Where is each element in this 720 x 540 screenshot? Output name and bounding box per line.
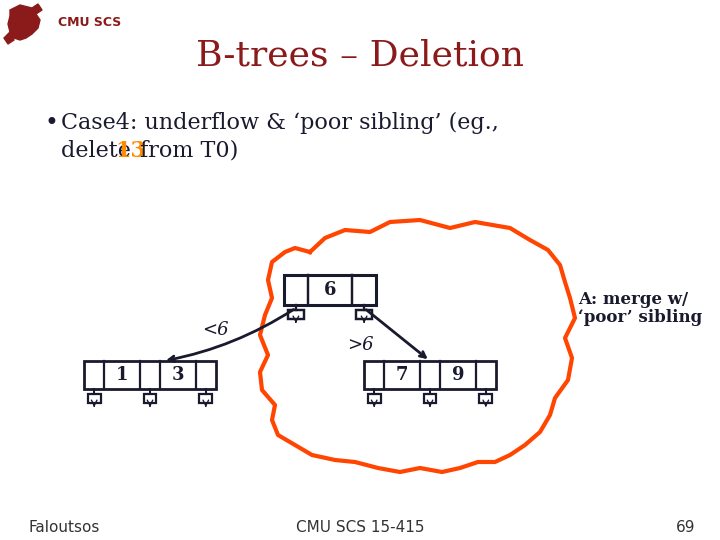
Text: 7: 7	[396, 366, 408, 384]
Text: •: •	[45, 112, 59, 135]
Text: delete: delete	[61, 140, 138, 162]
Polygon shape	[4, 32, 14, 44]
Text: 13: 13	[115, 140, 146, 162]
Text: Case4: underflow & ‘poor sibling’ (eg.,: Case4: underflow & ‘poor sibling’ (eg.,	[61, 112, 499, 134]
Text: 69: 69	[675, 521, 695, 536]
Bar	[84, 361, 216, 389]
Bar	[288, 310, 304, 319]
Text: A: merge w/: A: merge w/	[578, 292, 688, 308]
Text: 3: 3	[171, 366, 184, 384]
Text: <6: <6	[202, 321, 228, 339]
Bar	[88, 394, 101, 403]
Bar	[356, 310, 372, 319]
Text: 9: 9	[451, 366, 464, 384]
Text: 1: 1	[116, 366, 128, 384]
Polygon shape	[8, 4, 42, 40]
Text: >6: >6	[347, 336, 373, 354]
Bar	[480, 394, 492, 403]
Text: ‘poor’ sibling: ‘poor’ sibling	[578, 309, 702, 327]
Text: B-trees – Deletion: B-trees – Deletion	[196, 38, 524, 72]
Text: 6: 6	[324, 281, 336, 299]
Text: CMU SCS 15-415: CMU SCS 15-415	[296, 521, 424, 536]
Text: Faloutsos: Faloutsos	[28, 521, 99, 536]
Text: CMU SCS: CMU SCS	[58, 16, 121, 29]
Bar	[423, 394, 436, 403]
Bar	[284, 275, 377, 305]
Text: from T0): from T0)	[133, 140, 238, 162]
Bar	[199, 394, 212, 403]
Bar	[143, 394, 156, 403]
Bar	[364, 361, 495, 389]
Bar	[368, 394, 381, 403]
